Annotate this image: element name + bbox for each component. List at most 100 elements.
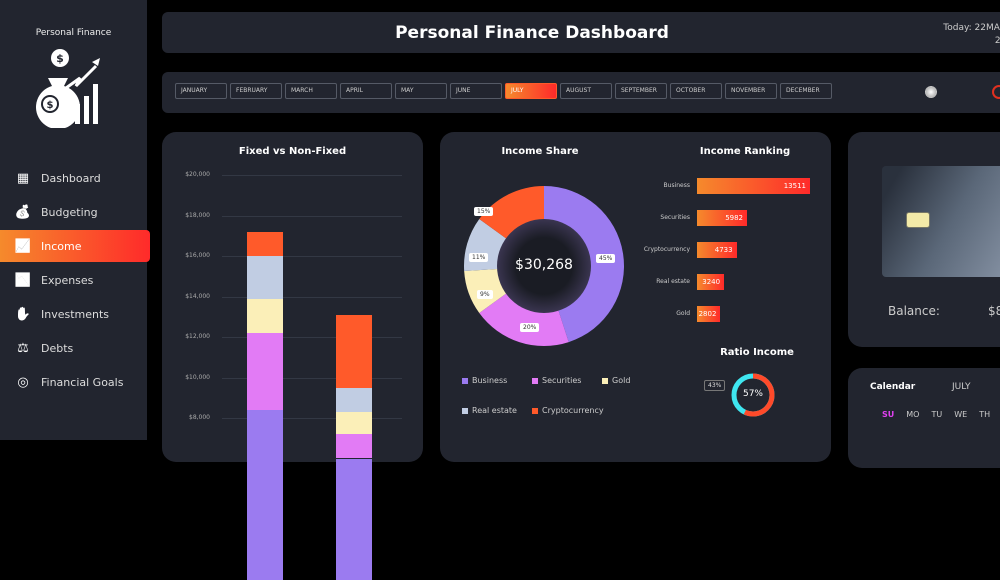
legend-swatch [532,378,538,384]
investments-icon: ✋ [14,305,32,323]
ranking-label: Cryptocurrency [610,246,690,253]
brand-title: Personal Finance [0,28,147,38]
y-tick-label: $8,000 [170,414,210,421]
bar-segment-securities [336,434,372,458]
y-tick-label: $14,000 [170,293,210,300]
card-chip-icon [906,212,930,228]
y-tick-label: $18,000 [170,212,210,219]
date-line: 202 [932,35,1000,48]
month-button-march[interactable]: MARCH [285,83,337,99]
chart-title: Income Ranking [685,146,805,157]
bar-segment-business [247,410,283,580]
ratio-center-label: 57% [738,389,768,399]
ranking-bar: 4733 [697,242,737,258]
sidebar-item-debts[interactable]: ⚖ Debts [0,332,150,364]
calendar-month[interactable]: JULY [952,382,971,392]
gridline [222,175,402,176]
month-button-september[interactable]: SEPTEMBER [615,83,667,99]
month-button-november[interactable]: NOVEMBER [725,83,777,99]
sidebar-item-income[interactable]: 📈Income [0,230,150,262]
bar-segment-real-estate [336,388,372,412]
page-title: Personal Finance Dashboard [162,23,902,43]
month-button-august[interactable]: AUGUST [560,83,612,99]
weekday-label: WE [954,410,967,419]
month-button-february[interactable]: FEBRUARY [230,83,282,99]
bar-segment-business [336,459,372,580]
ranking-label: Real estate [610,278,690,285]
bar-segment-gold [336,412,372,434]
legend-label: Gold [612,376,630,385]
pie-label: 45% [596,254,615,263]
legend-swatch [532,408,538,414]
month-button-june[interactable]: JUNE [450,83,502,99]
sidebar-nav: ▦ Dashboard 💰 Budgeting 📈Income 📉 Expenses ✋Inv… [0,162,150,400]
legend-swatch [602,378,608,384]
ranking-bar: 13511 [697,178,810,194]
ranking-bar: 3240 [697,274,724,290]
legend-label: Securities [542,376,581,385]
sidebar-item-financial-goals[interactable]: ◎ Financial Goals [0,366,150,398]
weekday-label: TU [931,410,942,419]
settings-gear-icon[interactable] [925,86,937,98]
sidebar-item-budgeting[interactable]: 💰 Budgeting [0,196,150,228]
y-tick-label: $16,000 [170,252,210,259]
bar-segment-securities [247,333,283,410]
kettlebell-icon: ⚖ [14,339,32,357]
month-button-december[interactable]: DECEMBER [780,83,832,99]
income-card: Income Share 15% 11% 9% 20% 45% $30,268 … [440,132,831,462]
legend-item: Real estate [462,406,517,415]
weekday-label: MO [906,410,919,419]
weekday-label: TH [979,410,990,419]
month-button-january[interactable]: JANUARY [175,83,227,99]
sidebar-item-dashboard[interactable]: ▦ Dashboard [0,162,150,194]
ranking-bar: 2802 [697,306,720,322]
sidebar-item-investments[interactable]: ✋Investments [0,298,150,330]
finance-logo-icon: $ $ [28,48,108,128]
bar-segment-real-estate [247,256,283,299]
sidebar-item-label: Financial Goals [41,376,123,389]
chart-title: Ratio Income [697,347,817,358]
month-button-july[interactable]: JULY [505,83,557,99]
ratio-label: 43% [704,380,725,391]
balance-label: Balance: [888,304,940,318]
income-chart-icon: 📈 [14,237,32,255]
month-button-april[interactable]: APRIL [340,83,392,99]
bar-segment-gold [247,299,283,333]
sidebar-item-expenses[interactable]: 📉 Expenses [0,264,150,296]
legend-swatch [462,378,468,384]
month-button-may[interactable]: MAY [395,83,447,99]
chart-title: Fixed vs Non-Fixed [162,146,423,157]
legend-label: Real estate [472,406,517,415]
power-icon[interactable] [992,85,1000,99]
bar-segment-cryptocurrency [247,232,283,256]
money-bag-icon: 💰 [14,203,32,221]
sidebar-item-label: Expenses [41,274,93,287]
sidebar: Personal Finance $ $ ▦ Dashboard 💰 Budgetin… [0,0,147,440]
expenses-chart-icon: 📉 [14,271,32,289]
sidebar-item-label: Budgeting [41,206,98,219]
ranking-bar: 5982 [697,210,747,226]
weekday-label: SU [882,410,894,419]
credit-card [882,166,1000,277]
legend-item: Gold [602,376,630,385]
svg-text:$: $ [47,100,54,111]
legend-label: Cryptocurrency [542,406,604,415]
dashboard-icon: ▦ [14,169,32,187]
month-button-october[interactable]: OCTOBER [670,83,722,99]
sidebar-item-label: Debts [41,342,73,355]
legend-swatch [462,408,468,414]
y-tick-label: $10,000 [170,374,210,381]
ranking-label: Gold [610,310,690,317]
target-icon: ◎ [14,373,32,391]
pie-label: 15% [474,207,493,216]
ranking-label: Business [610,182,690,189]
pie-label: 11% [469,253,488,262]
balance-value: $8, [988,304,1000,318]
pie-label: 9% [477,290,493,299]
legend-label: Business [472,376,507,385]
legend-item: Business [462,376,507,385]
sidebar-item-label: Dashboard [41,172,101,185]
header-bar: Personal Finance Dashboard Today: 22MARC… [162,12,1000,53]
date-line: Today: 22MARC [932,22,1000,35]
